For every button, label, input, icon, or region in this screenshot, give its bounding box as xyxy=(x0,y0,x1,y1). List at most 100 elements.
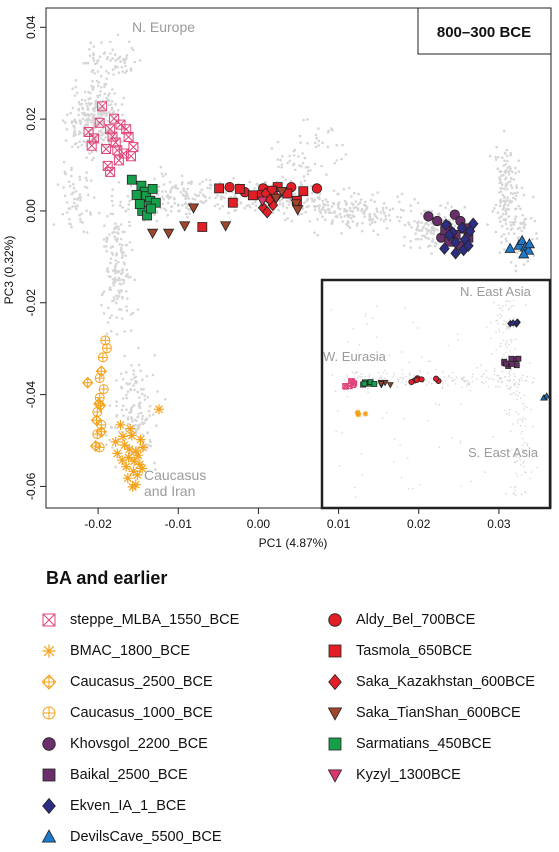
background-point xyxy=(107,99,111,102)
background-point xyxy=(129,313,133,316)
inset-background-point xyxy=(499,378,502,380)
background-point xyxy=(120,251,124,255)
background-point xyxy=(376,233,380,236)
inset-background-point xyxy=(453,378,456,381)
background-point xyxy=(519,207,522,211)
background-point xyxy=(91,114,95,118)
legend-item-saka-kazakhstan-600bce: Saka_Kazakhstan_600BCE xyxy=(326,666,535,697)
inset-background-point xyxy=(385,412,388,414)
inset-background-point xyxy=(499,317,501,319)
background-point xyxy=(87,48,91,51)
point-bmac-1800-bce xyxy=(123,452,134,463)
background-point xyxy=(298,164,301,167)
background-point xyxy=(162,197,166,201)
background-point xyxy=(514,264,518,268)
background-point xyxy=(327,129,330,133)
background-point xyxy=(344,203,348,206)
background-point xyxy=(508,199,512,202)
background-point xyxy=(161,195,164,199)
legend-item-caucasus-2500-bce: Caucasus_2500_BCE xyxy=(40,666,239,697)
inset-background-point xyxy=(352,327,355,330)
background-point xyxy=(351,203,355,206)
inset-background-point xyxy=(492,436,494,438)
legend-item-aldy-bel-700bce: Aldy_Bel_700BCE xyxy=(326,604,535,635)
point-saka-tianshan-600bce xyxy=(187,203,200,214)
background-point xyxy=(521,214,524,217)
background-point xyxy=(133,388,136,392)
background-point xyxy=(120,140,124,143)
background-point xyxy=(359,201,362,204)
background-point xyxy=(300,183,304,187)
background-point xyxy=(328,208,331,211)
inset-mark xyxy=(503,360,510,367)
inset-background-point xyxy=(517,394,519,397)
background-point xyxy=(387,214,391,217)
background-point xyxy=(435,242,438,245)
inset-background-point xyxy=(335,430,338,433)
inset-background-point xyxy=(521,418,524,421)
point-bmac-1800-bce xyxy=(125,423,136,434)
inset-background-point xyxy=(497,380,499,382)
inset-background-point xyxy=(507,308,510,311)
inset-background-point xyxy=(419,483,422,486)
background-point xyxy=(68,207,72,210)
inset-background-point xyxy=(500,314,503,317)
background-point xyxy=(276,140,280,144)
background-point xyxy=(361,211,365,215)
background-point xyxy=(177,203,180,207)
background-point xyxy=(204,199,208,202)
inset-background-point xyxy=(447,344,450,347)
background-point xyxy=(430,209,434,213)
inset-background-point xyxy=(510,430,512,433)
background-point xyxy=(73,197,76,201)
inset-background-point xyxy=(493,374,496,376)
background-point xyxy=(89,41,92,44)
legend-marker xyxy=(328,737,342,750)
inset-background-point xyxy=(510,339,513,341)
x-tick-label: -0.02 xyxy=(84,517,112,531)
inset-background-point xyxy=(497,322,499,325)
background-point xyxy=(156,211,159,214)
inset-mark xyxy=(509,360,516,367)
background-point xyxy=(124,428,128,432)
background-point xyxy=(72,183,75,186)
inset-background-point xyxy=(420,356,423,359)
legend-marker xyxy=(42,643,56,658)
inset-background-point xyxy=(511,423,514,425)
background-point xyxy=(197,194,201,197)
background-point xyxy=(102,290,106,294)
background-point xyxy=(439,204,442,207)
background-point xyxy=(114,272,117,275)
background-point xyxy=(223,196,226,200)
background-point xyxy=(86,61,90,65)
background-point xyxy=(111,48,114,52)
inset-background-point xyxy=(334,390,337,393)
background-point xyxy=(99,129,103,132)
background-point xyxy=(317,144,320,147)
inset-background-point xyxy=(476,367,478,369)
inset-mark xyxy=(349,378,356,385)
background-point xyxy=(129,67,133,70)
background-point xyxy=(115,404,118,408)
background-point xyxy=(98,211,101,215)
background-point xyxy=(102,238,106,241)
background-point xyxy=(78,193,82,196)
background-point xyxy=(326,200,329,204)
background-point xyxy=(245,204,249,207)
background-point xyxy=(129,69,133,72)
background-point xyxy=(425,232,429,235)
background-point xyxy=(164,398,167,401)
inset-background-point xyxy=(368,374,371,376)
background-point xyxy=(510,177,513,181)
background-point xyxy=(120,256,124,260)
inset-background-point xyxy=(343,379,346,382)
inset-background-point xyxy=(505,342,507,345)
background-point xyxy=(132,403,136,407)
inset-background-point xyxy=(492,378,495,381)
inset-background-point xyxy=(517,419,519,422)
background-point xyxy=(74,133,78,136)
inset-background-point xyxy=(496,319,499,322)
background-point xyxy=(52,223,56,226)
background-point xyxy=(164,208,168,212)
background-point xyxy=(506,159,509,163)
